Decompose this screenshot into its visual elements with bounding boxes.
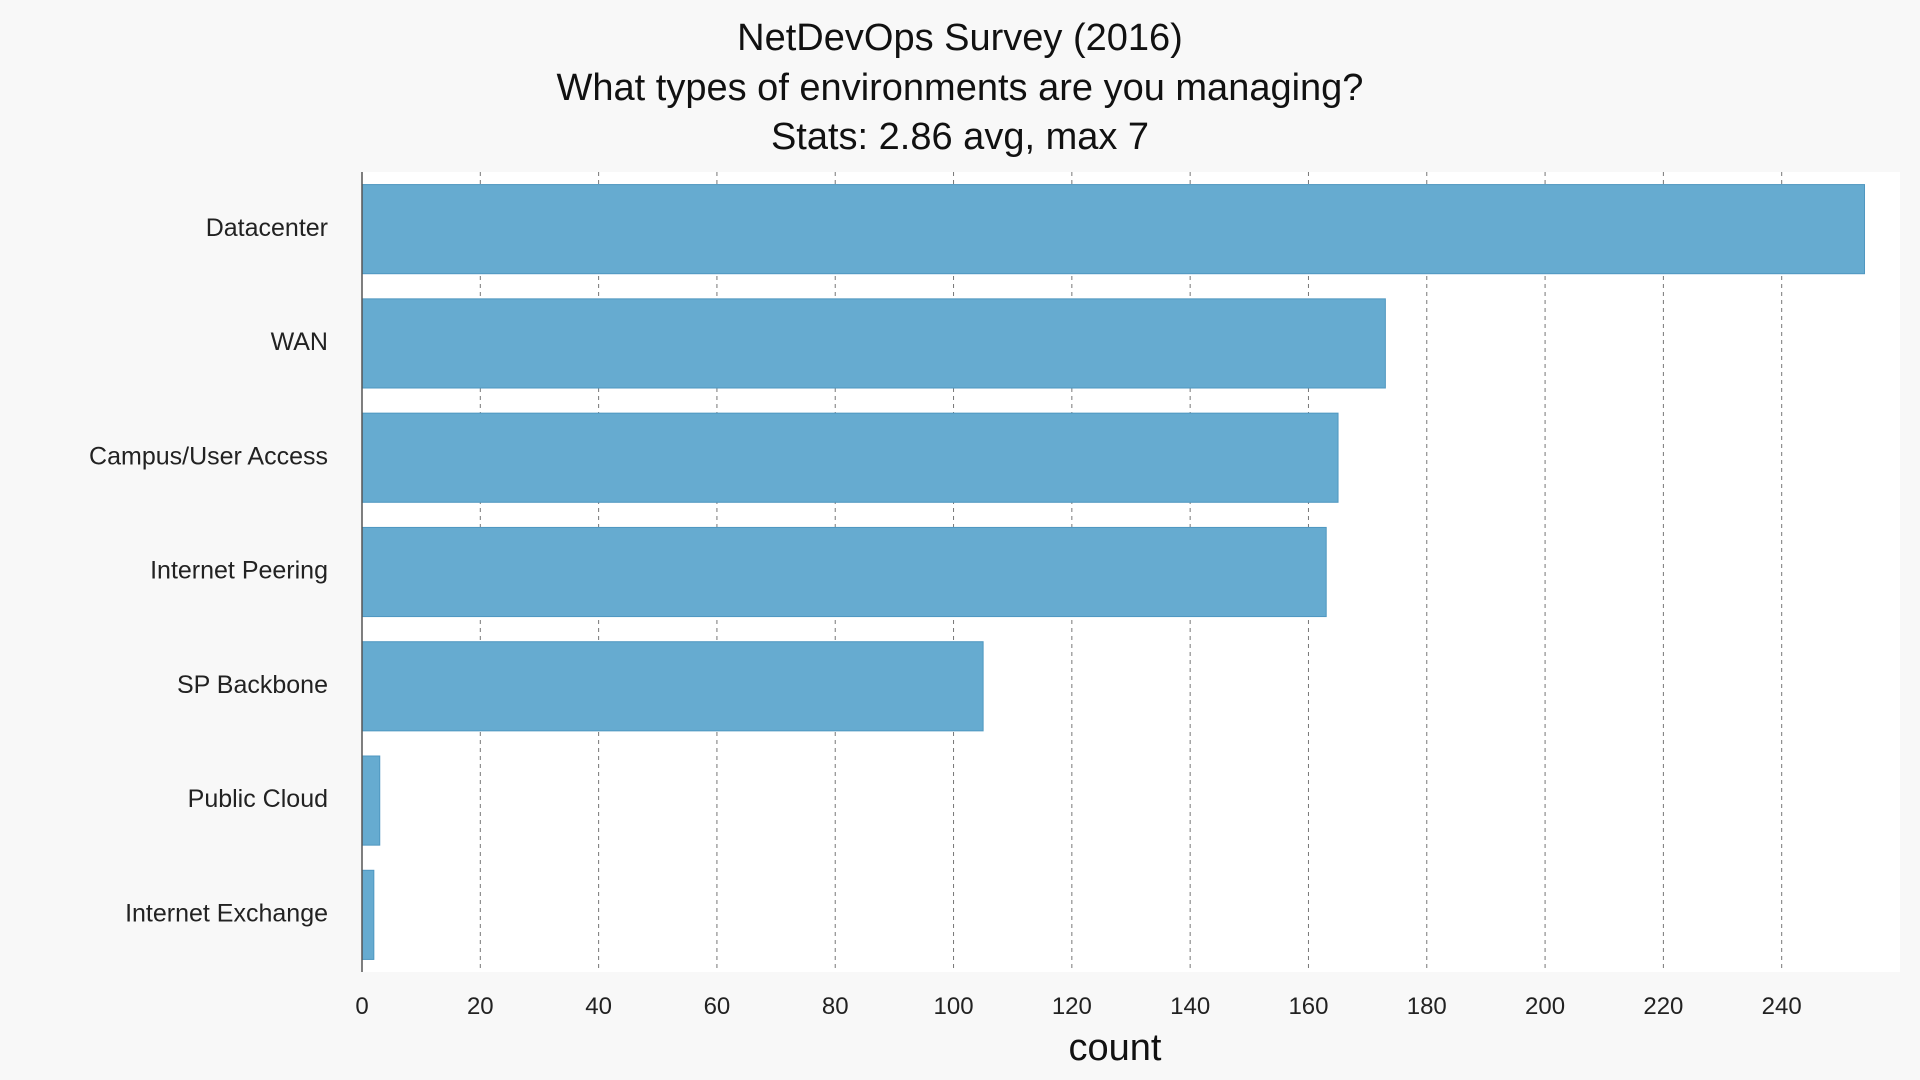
category-label: Public Cloud (188, 785, 328, 813)
x-tick-label: 200 (1525, 993, 1565, 1020)
bar (361, 412, 1339, 503)
x-tick-label: 140 (1170, 993, 1210, 1020)
category-label: Campus/User Access (89, 442, 328, 470)
x-tick-label: 100 (934, 993, 974, 1020)
x-tick-label: 20 (467, 993, 494, 1020)
x-axis-label: count (1069, 1027, 1162, 1069)
x-tick-labels: 0 20 40 60 80 100 120 140 160 180 200 220 240 (355, 993, 1801, 1020)
category-labels: Datacenter WAN Campus/User Access Internet … (89, 214, 328, 928)
x-tick-label: 40 (585, 993, 612, 1020)
category-label: Internet Exchange (125, 899, 328, 927)
x-tick-label: 180 (1407, 993, 1447, 1020)
title-line-3: Stats: 2.86 avg, max 7 (771, 116, 1149, 158)
bar (361, 184, 1866, 275)
title-line-2: What types of environments are you manag… (557, 67, 1364, 109)
category-label: Datacenter (206, 214, 328, 242)
bar (361, 641, 984, 732)
x-tick-label: 80 (822, 993, 849, 1020)
bar (361, 526, 1327, 618)
bar (361, 869, 375, 960)
category-label: Internet Peering (150, 557, 328, 585)
x-tick-label: 60 (704, 993, 731, 1020)
category-label: SP Backbone (177, 671, 328, 699)
bar (361, 298, 1386, 389)
bars (361, 184, 1866, 960)
bar (361, 755, 381, 846)
x-tick-label: 240 (1762, 993, 1802, 1020)
x-tick-label: 120 (1052, 993, 1092, 1020)
title-line-1: NetDevOps Survey (2016) (737, 17, 1183, 59)
category-label: WAN (271, 328, 328, 356)
x-tick-label: 0 (355, 993, 368, 1020)
x-tick-label: 220 (1643, 993, 1683, 1020)
x-tick-label: 160 (1288, 993, 1328, 1020)
chart-title: NetDevOps Survey (2016) What types of en… (557, 17, 1364, 158)
